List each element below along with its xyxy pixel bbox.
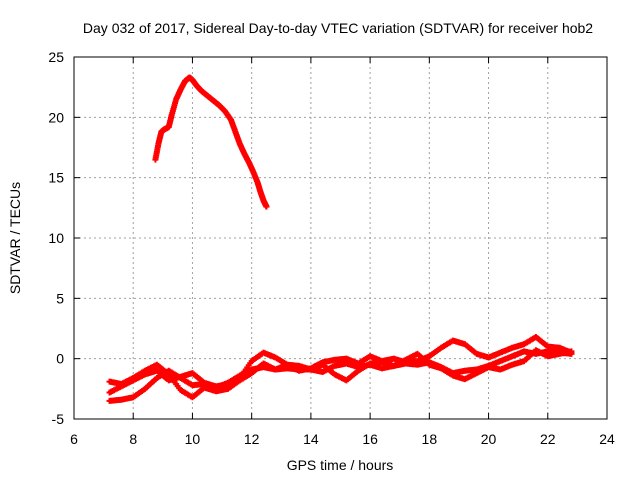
x-tick-label: 8 [129, 431, 137, 447]
y-tick-label: 5 [56, 290, 64, 306]
y-tick-label: 15 [48, 170, 64, 186]
y-tick-label: 20 [48, 109, 64, 125]
x-tick-label: 6 [70, 431, 78, 447]
chart-title: Day 032 of 2017, Sidereal Day-to-day VTE… [83, 20, 593, 36]
x-tick-label: 24 [599, 431, 615, 447]
y-tick-label: 25 [48, 49, 64, 65]
x-tick-label: 12 [244, 431, 260, 447]
x-tick-label: 14 [303, 431, 319, 447]
series-high-arc [152, 74, 270, 210]
y-tick-label: 10 [48, 230, 64, 246]
data-point [263, 203, 270, 210]
x-axis-label: GPS time / hours [287, 457, 394, 473]
x-tick-label: 22 [540, 431, 556, 447]
y-axis-label: SDTVAR / TECUs [7, 182, 23, 294]
axis-ticks: 6 8 10 12 14 16 18 20 22 24 -5 0 5 10 15 20 25 [48, 49, 615, 447]
x-tick-label: 10 [185, 431, 201, 447]
data-point [568, 349, 575, 356]
data-points [106, 74, 575, 404]
x-tick-label: 18 [422, 431, 438, 447]
series-lower-3 [106, 333, 575, 396]
x-tick-label: 16 [362, 431, 378, 447]
y-tick-label: 0 [56, 351, 64, 367]
x-tick-label: 20 [481, 431, 497, 447]
plot-frame [73, 56, 608, 420]
y-tick-label: -5 [52, 411, 65, 427]
grid-lines [74, 57, 607, 419]
